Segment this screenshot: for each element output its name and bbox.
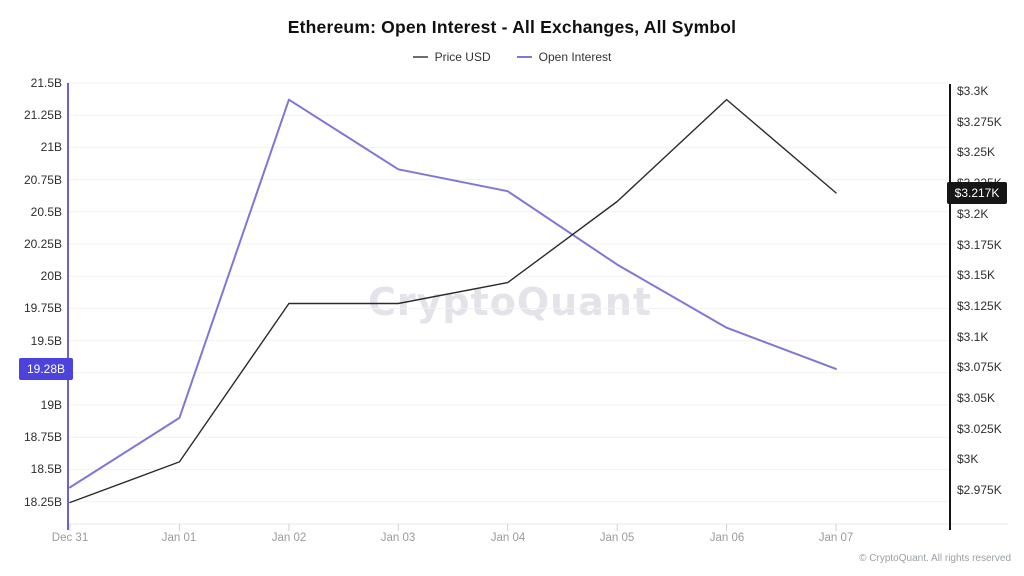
open-interest-legend-dash-icon bbox=[516, 56, 532, 58]
left-axis-label: 20.25B bbox=[23, 237, 62, 251]
right-axis-label: $3.075K bbox=[957, 360, 1002, 374]
right-axis-label: $3.125K bbox=[957, 299, 1002, 313]
price-usd-line bbox=[69, 98, 837, 504]
legend: Price USD Open Interest bbox=[0, 50, 1024, 64]
right-axis-label: $3K bbox=[957, 452, 979, 466]
x-axis-label: Dec 31 bbox=[51, 532, 89, 544]
x-axis-label: Jan 07 bbox=[818, 532, 854, 544]
legend-item-open-interest[interactable]: Open Interest bbox=[516, 50, 612, 64]
legend-item-label: Open Interest bbox=[538, 50, 612, 64]
right-axis-label: $2.975K bbox=[957, 483, 1002, 497]
legend-item-label: Price USD bbox=[434, 50, 491, 64]
right-axis-label: $3.275K bbox=[957, 115, 1002, 129]
right-axis-label: $3.25K bbox=[957, 145, 996, 159]
left-axis-label: 20.75B bbox=[23, 173, 62, 187]
left-axis-label: 20B bbox=[40, 269, 62, 283]
left-axis-label: 18.5B bbox=[30, 462, 62, 476]
x-axis-label: Jan 05 bbox=[599, 532, 635, 544]
right-axis-label: $3.15K bbox=[957, 268, 996, 282]
open-interest-current-value-badge: 19.28B bbox=[19, 358, 73, 380]
left-axis-label: 21B bbox=[40, 140, 62, 154]
left-axis-label: 18.75B bbox=[23, 430, 62, 444]
copyright-text: © CryptoQuant. All rights reserved bbox=[859, 553, 1011, 564]
right-axis-label: $3.1K bbox=[957, 330, 989, 344]
x-axis-label: Jan 06 bbox=[709, 532, 745, 544]
right-axis-label: $3.025K bbox=[957, 422, 1002, 436]
right-axis-label: $3.3K bbox=[957, 84, 989, 98]
x-axis-label: Jan 01 bbox=[161, 532, 197, 544]
left-axis-label: 18.25B bbox=[23, 495, 62, 509]
legend-item-price-usd[interactable]: Price USD bbox=[412, 50, 491, 64]
x-axis-label: Jan 03 bbox=[380, 532, 416, 544]
left-axis-label: 19.75B bbox=[23, 301, 62, 315]
left-axis-label: 20.5B bbox=[30, 205, 62, 219]
open-interest-line bbox=[69, 98, 837, 489]
cryptoquant-watermark: CryptoQuant bbox=[367, 280, 653, 324]
left-axis-label: 21.25B bbox=[23, 108, 62, 122]
right-axis-label: $3.05K bbox=[957, 391, 996, 405]
left-axis-label: 19B bbox=[40, 398, 62, 412]
right-axis-label: $3.175K bbox=[957, 238, 1002, 252]
x-axis-label: Jan 02 bbox=[271, 532, 307, 544]
x-axis-label: Jan 04 bbox=[490, 532, 526, 544]
right-axis-label: $3.2K bbox=[957, 207, 989, 221]
price-current-value-badge: $3.217K bbox=[947, 182, 1007, 204]
chart-title: Ethereum: Open Interest - All Exchanges,… bbox=[287, 17, 737, 37]
left-axis-label: 19.5B bbox=[30, 334, 62, 348]
left-axis-label: 21.5B bbox=[30, 76, 62, 90]
price-usd-legend-dash-icon bbox=[412, 56, 428, 58]
